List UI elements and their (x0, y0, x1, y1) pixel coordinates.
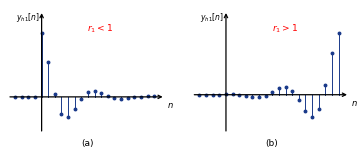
Text: $n$: $n$ (351, 98, 358, 107)
Text: (b): (b) (265, 139, 278, 148)
Text: $n$: $n$ (167, 101, 173, 110)
Text: $y_{h1}[n]$: $y_{h1}[n]$ (200, 11, 224, 24)
Text: (a): (a) (81, 139, 94, 148)
Text: $y_{h1}[n]$: $y_{h1}[n]$ (16, 11, 39, 24)
Text: $r_1 > 1$: $r_1 > 1$ (272, 23, 298, 35)
Text: $r_1 < 1$: $r_1 < 1$ (87, 23, 113, 35)
